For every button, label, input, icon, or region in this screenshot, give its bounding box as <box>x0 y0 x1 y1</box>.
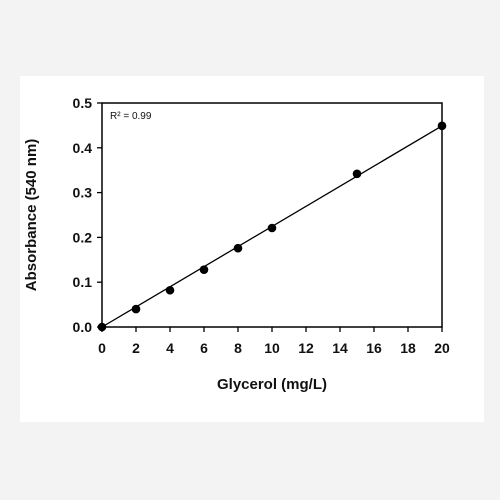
y-tick-label: 0.1 <box>73 274 93 290</box>
data-point <box>233 243 243 253</box>
scatter-chart: 0.0 0.1 0.2 0.3 0.4 0.5 0 2 4 6 8 10 12 14 16 18 20 R² … <box>23 95 450 393</box>
r-squared-annotation: R² = 0.99 <box>110 111 152 122</box>
data-point <box>437 121 447 131</box>
data-point <box>267 223 277 233</box>
x-tick-label: 10 <box>264 340 280 356</box>
y-tick-label: 0.4 <box>73 140 93 156</box>
y-tick-label: 0.5 <box>73 95 93 111</box>
x-tick-label: 12 <box>298 340 314 356</box>
data-point <box>199 265 209 274</box>
data-point <box>131 304 141 314</box>
chart-panel: 0.0 0.1 0.2 0.3 0.4 0.5 0 2 4 6 8 10 12 14 16 18 20 R² … <box>20 76 484 422</box>
x-axis-ticks: 0 2 4 6 8 10 12 14 16 18 20 <box>98 327 450 356</box>
data-point <box>97 322 107 332</box>
data-points <box>97 121 447 332</box>
x-tick-label: 2 <box>132 340 140 356</box>
x-tick-label: 0 <box>98 340 106 356</box>
x-axis-title: Glycerol (mg/L) <box>217 376 327 393</box>
y-tick-label: 0.2 <box>73 229 93 245</box>
y-axis-title: Absorbance (540 nm) <box>23 139 40 292</box>
x-tick-label: 16 <box>366 340 382 356</box>
data-point <box>352 169 362 179</box>
x-tick-label: 8 <box>234 340 242 356</box>
x-tick-label: 14 <box>332 340 348 356</box>
plot-frame <box>101 102 443 328</box>
y-tick-label: 0.3 <box>73 185 93 201</box>
x-tick-label: 20 <box>434 340 450 356</box>
y-tick-label: 0.0 <box>73 319 93 335</box>
x-tick-label: 6 <box>200 340 208 356</box>
data-point <box>165 285 175 295</box>
x-tick-label: 18 <box>400 340 416 356</box>
y-axis-ticks: 0.0 0.1 0.2 0.3 0.4 0.5 <box>73 95 102 335</box>
x-tick-label: 4 <box>166 340 174 356</box>
